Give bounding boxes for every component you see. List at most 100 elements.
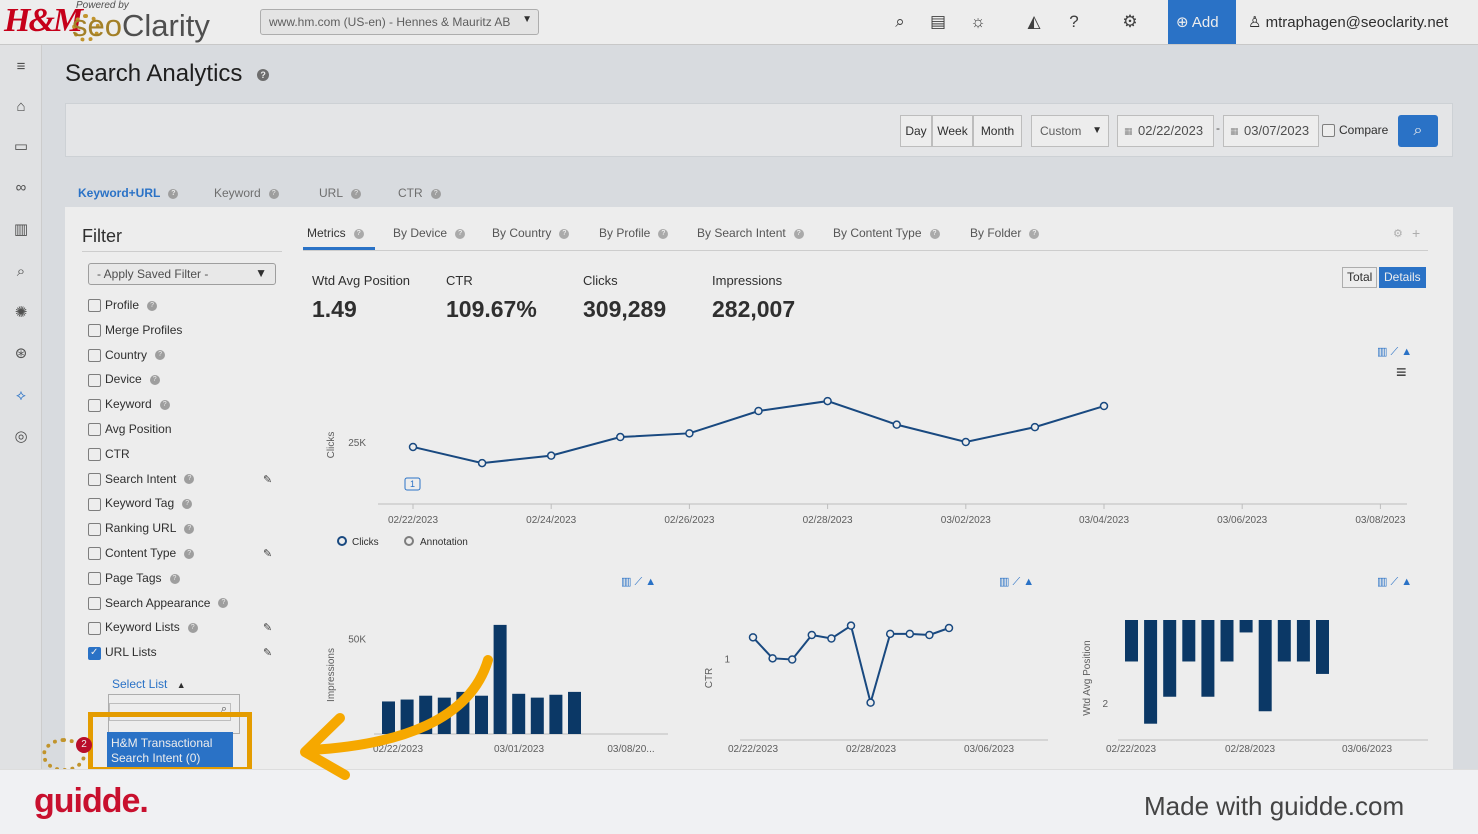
help-icon[interactable]: ? (559, 228, 570, 239)
list-option-transactional[interactable]: H&M Transactional Search Intent (0) (107, 732, 233, 770)
checkbox[interactable] (88, 547, 101, 561)
help-icon[interactable]: ? (351, 188, 362, 199)
link-icon[interactable]: ∞ (15, 179, 27, 196)
checkbox[interactable] (88, 373, 101, 387)
filter-item[interactable]: Profile? (88, 298, 158, 314)
help-icon[interactable]: ? (184, 474, 195, 485)
add-button[interactable]: ⊕ Add (1168, 0, 1236, 44)
checkbox[interactable] (88, 522, 101, 536)
plus-icon[interactable]: + (1412, 225, 1421, 241)
hamburger-menu-icon[interactable]: ≡ (1396, 362, 1407, 382)
filter-item[interactable]: Content Type? (88, 546, 195, 562)
filter-item[interactable]: Search Intent? (88, 472, 195, 488)
megaphone-icon[interactable]: ◭ (1027, 12, 1041, 31)
made-with-label[interactable]: Made with guidde.com (1144, 791, 1405, 821)
tab-ctr[interactable]: CTR? (398, 186, 441, 200)
brain-icon[interactable]: ✺ (14, 304, 28, 321)
compare-checkbox[interactable]: Compare (1322, 123, 1388, 138)
week-button[interactable]: Week (932, 115, 973, 147)
home-icon[interactable]: ⌂ (16, 98, 26, 115)
filter-item[interactable]: Avg Position (88, 422, 172, 438)
total-toggle[interactable]: Total (1342, 267, 1378, 288)
filter-item[interactable]: Search Appearance? (88, 596, 229, 612)
sub-tab[interactable]: By Content Type? (833, 226, 940, 240)
document-icon[interactable]: ▭ (13, 138, 29, 155)
sub-tab[interactable]: Metrics? (307, 226, 364, 240)
bar-chart-icon[interactable]: ▥ (13, 221, 29, 238)
filter-item[interactable]: URL Lists (88, 645, 157, 661)
tab-url[interactable]: URL? (319, 186, 362, 200)
pencil-icon[interactable]: ✎ (263, 622, 273, 635)
menu-icon[interactable]: ≡ (16, 58, 26, 75)
search-icon[interactable]: ⌕ (895, 12, 905, 31)
search-button[interactable]: ⌕ (1398, 115, 1438, 147)
checkbox[interactable] (88, 348, 101, 362)
compare-checkbox-box[interactable] (1322, 124, 1335, 138)
help-icon[interactable]: ? (184, 524, 195, 535)
lightbulb-icon[interactable]: ☼ (970, 12, 986, 31)
help-icon[interactable]: ? (455, 228, 466, 239)
sub-tab[interactable]: By Search Intent? (697, 226, 804, 240)
help-icon[interactable]: ? (929, 228, 940, 239)
sub-tab[interactable]: By Device? (393, 226, 466, 240)
checkbox[interactable] (88, 596, 101, 610)
pencil-icon[interactable]: ✎ (263, 473, 273, 486)
end-date-input[interactable]: ▦ 03/07/2023 (1223, 115, 1319, 147)
sub-tab[interactable]: By Folder? (970, 226, 1040, 240)
gear-icon[interactable]: ⚙ (1393, 228, 1403, 240)
chart-type-icons[interactable]: ▥ ⟋ ▲ (999, 576, 1035, 588)
tab-keyword[interactable]: Keyword? (214, 186, 279, 200)
help-icon[interactable]: ? (182, 499, 193, 510)
help-icon[interactable]: ? (268, 188, 279, 199)
details-toggle[interactable]: Details (1379, 267, 1426, 288)
help-icon[interactable]: ? (658, 228, 669, 239)
chart-type-icons[interactable]: ▥ ⟋ ▲ (621, 576, 657, 588)
checkbox[interactable] (88, 497, 101, 511)
checkbox[interactable] (88, 398, 101, 412)
guidde-logo[interactable]: guidde. (34, 782, 149, 820)
month-button[interactable]: Month (973, 115, 1022, 147)
checkbox[interactable] (88, 299, 101, 313)
filter-item[interactable]: CTR (88, 447, 130, 463)
chart-type-icons[interactable]: ▥ ⟋ ▲ (1377, 576, 1413, 588)
tab-keyword-url[interactable]: Keyword+URL? (78, 186, 179, 200)
checkbox[interactable] (88, 472, 101, 486)
help-icon[interactable]: ? (168, 188, 179, 199)
day-button[interactable]: Day (900, 115, 932, 147)
sub-tab[interactable]: By Profile? (599, 226, 669, 240)
graph-nodes-icon[interactable]: ⟡ (16, 387, 26, 404)
saved-filter-select[interactable]: - Apply Saved Filter - ▼ (88, 263, 276, 285)
sub-tab[interactable]: By Country? (492, 226, 570, 240)
pencil-icon[interactable]: ✎ (263, 647, 273, 660)
checkbox[interactable] (88, 621, 101, 635)
search-analytics-icon[interactable]: ⊛ (14, 345, 28, 362)
help-icon[interactable]: ? (257, 68, 270, 81)
filter-item[interactable]: Keyword Lists? (88, 620, 198, 636)
help-icon[interactable]: ? (147, 300, 158, 311)
clipboard-icon[interactable]: ▤ (929, 12, 947, 31)
help-icon[interactable]: ? (149, 375, 160, 386)
seoclarity-logo[interactable]: seoClarity (72, 8, 210, 44)
help-icon[interactable]: ? (1069, 12, 1079, 31)
help-icon[interactable]: ? (1029, 228, 1040, 239)
checkbox[interactable] (88, 646, 101, 660)
checkbox[interactable] (88, 324, 101, 338)
help-icon[interactable]: ? (169, 573, 180, 584)
filter-item[interactable]: Keyword Tag? (88, 496, 193, 512)
help-icon[interactable]: ? (155, 350, 166, 361)
automation-icon[interactable]: ◎ (14, 428, 28, 445)
start-date-input[interactable]: ▦ 02/22/2023 (1117, 115, 1214, 147)
gear-icon[interactable]: ⚙ (1122, 12, 1138, 31)
range-type-select[interactable]: Custom ▼ (1031, 115, 1109, 147)
help-icon[interactable]: ? (353, 228, 364, 239)
filter-item[interactable]: Keyword? (88, 397, 170, 413)
hm-logo[interactable]: H&M (4, 2, 83, 39)
checkbox[interactable] (88, 448, 101, 462)
user-menu[interactable]: ♙ mtraphagen@seoclarity.net (1248, 13, 1448, 31)
checkbox[interactable] (88, 572, 101, 586)
chart-type-icons[interactable]: ▥ ⟋ ▲ (1377, 346, 1413, 358)
pencil-icon[interactable]: ✎ (263, 548, 273, 560)
filter-item[interactable]: Device? (88, 372, 160, 388)
help-icon[interactable]: ? (430, 188, 441, 199)
select-list-toggle[interactable]: Select List ▲ (112, 677, 186, 691)
